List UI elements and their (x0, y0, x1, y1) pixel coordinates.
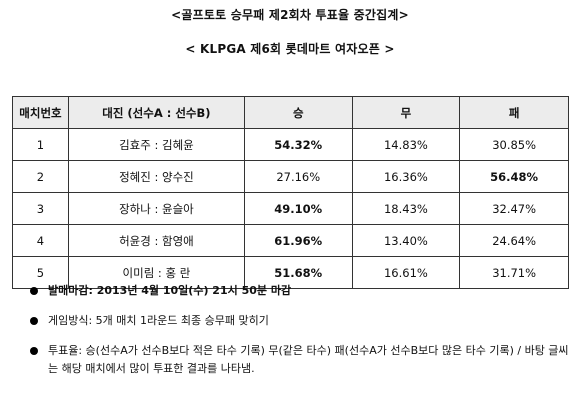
note-game-method: 게임방식: 5개 매치 1라운드 최종 승무패 맞히기 (30, 312, 570, 330)
matchup-cell: 이미림 : 홍 란 (67, 256, 245, 289)
bullet-icon (30, 287, 38, 295)
lose-rate-cell: 56.48% (459, 160, 569, 193)
column-header-draw: 무 (351, 96, 461, 129)
vote-rate-table: 매치번호 대진 (선수A : 선수B) 승 무 패 1 김효주 : 김혜윤 54… (12, 96, 569, 289)
draw-rate-cell: 18.43% (351, 192, 461, 225)
win-rate-cell: 61.96% (243, 224, 353, 257)
table-row: 5 이미림 : 홍 란 51.68% 16.61% 31.71% (12, 256, 569, 289)
table-row: 2 정혜진 : 양수진 27.16% 16.36% 56.48% (12, 160, 569, 193)
bullet-icon (30, 317, 38, 325)
table-row: 1 김효주 : 김혜윤 54.32% 14.83% 30.85% (12, 128, 569, 161)
table-row: 4 허윤경 : 함영애 61.96% 13.40% 24.64% (12, 224, 569, 257)
bullet-icon (30, 347, 38, 355)
draw-rate-cell: 14.83% (351, 128, 461, 161)
lose-rate-cell: 32.47% (459, 192, 569, 225)
win-rate-cell: 54.32% (243, 128, 353, 161)
table-header-row: 매치번호 대진 (선수A : 선수B) 승 무 패 (12, 96, 569, 129)
table-row: 3 장하나 : 윤슬아 49.10% 18.43% 32.47% (12, 192, 569, 225)
draw-rate-cell: 16.61% (351, 256, 461, 289)
win-rate-cell: 27.16% (243, 160, 353, 193)
win-rate-cell: 51.68% (243, 256, 353, 289)
match-number-cell: 5 (12, 256, 69, 289)
note-text: 투표율: 승(선수A가 선수B보다 적은 타수 기록) 무(같은 타수) 패(선… (48, 344, 569, 375)
page-title: <골프토토 승무패 제2회차 투표율 중간집계> (171, 8, 409, 22)
draw-rate-cell: 13.40% (351, 224, 461, 257)
match-number-cell: 4 (12, 224, 69, 257)
lose-rate-cell: 30.85% (459, 128, 569, 161)
note-text: 게임방식: 5개 매치 1라운드 최종 승무패 맞히기 (48, 314, 269, 327)
matchup-cell: 허윤경 : 함영애 (67, 224, 245, 257)
note-text: 발매마감: 2013년 4월 10일(수) 21시 50분 마감 (48, 284, 292, 297)
matchup-cell: 장하나 : 윤슬아 (67, 192, 245, 225)
match-number-cell: 2 (12, 160, 69, 193)
draw-rate-cell: 16.36% (351, 160, 461, 193)
matchup-cell: 정혜진 : 양수진 (67, 160, 245, 193)
column-header-lose: 패 (459, 96, 569, 129)
page-subtitle: < KLPGA 제6회 롯데마트 여자오픈 > (185, 42, 395, 56)
column-header-matchup: 대진 (선수A : 선수B) (67, 96, 245, 129)
matchup-cell: 김효주 : 김혜윤 (67, 128, 245, 161)
win-rate-cell: 49.10% (243, 192, 353, 225)
match-number-cell: 1 (12, 128, 69, 161)
note-sales-deadline: 발매마감: 2013년 4월 10일(수) 21시 50분 마감 (30, 282, 570, 300)
notes-list: 발매마감: 2013년 4월 10일(수) 21시 50분 마감 게임방식: 5… (30, 282, 570, 390)
note-vote-rate-explanation: 투표율: 승(선수A가 선수B보다 적은 타수 기록) 무(같은 타수) 패(선… (30, 342, 570, 378)
lose-rate-cell: 31.71% (459, 256, 569, 289)
column-header-win: 승 (243, 96, 353, 129)
lose-rate-cell: 24.64% (459, 224, 569, 257)
match-number-cell: 3 (12, 192, 69, 225)
column-header-match-number: 매치번호 (12, 96, 69, 129)
